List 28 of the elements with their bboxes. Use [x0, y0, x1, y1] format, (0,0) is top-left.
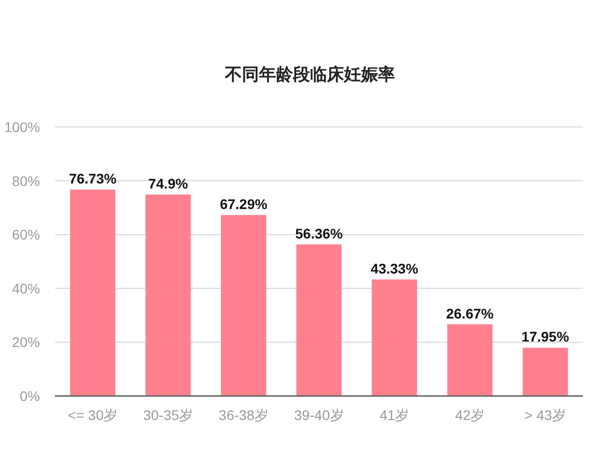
y-tick-label: 60% [12, 226, 40, 243]
data-label: 67.29% [220, 196, 268, 212]
y-tick-label: 100% [4, 119, 40, 135]
data-label: 56.36% [295, 225, 344, 242]
x-tick-label: > 43岁 [524, 407, 566, 423]
data-label: 43.33% [370, 260, 419, 276]
x-tick-label: 41岁 [380, 407, 410, 423]
bar [522, 348, 568, 396]
bar [372, 279, 418, 396]
y-tick-label: 0% [20, 388, 40, 404]
data-label: 74.9% [148, 176, 189, 192]
data-label: 17.95% [522, 328, 570, 345]
x-tick-label: 36-38岁 [218, 407, 268, 423]
y-tick-label: 80% [12, 172, 40, 189]
x-tick-label: 42岁 [455, 407, 485, 423]
bar [146, 194, 191, 396]
x-tick-label: 39-40岁 [294, 407, 344, 423]
bar [70, 190, 116, 396]
y-tick-label: 40% [12, 280, 40, 296]
bar [447, 324, 492, 396]
x-tick-label: <= 30岁 [68, 407, 118, 423]
data-label: 76.73% [68, 170, 118, 187]
bar [296, 244, 342, 396]
chart-title: 不同年龄段临床妊娠率 [224, 65, 395, 84]
data-label: 26.67% [446, 305, 494, 322]
bar [220, 214, 266, 396]
y-tick-label: 20% [12, 334, 40, 350]
x-tick-label: 30-35岁 [143, 407, 194, 423]
